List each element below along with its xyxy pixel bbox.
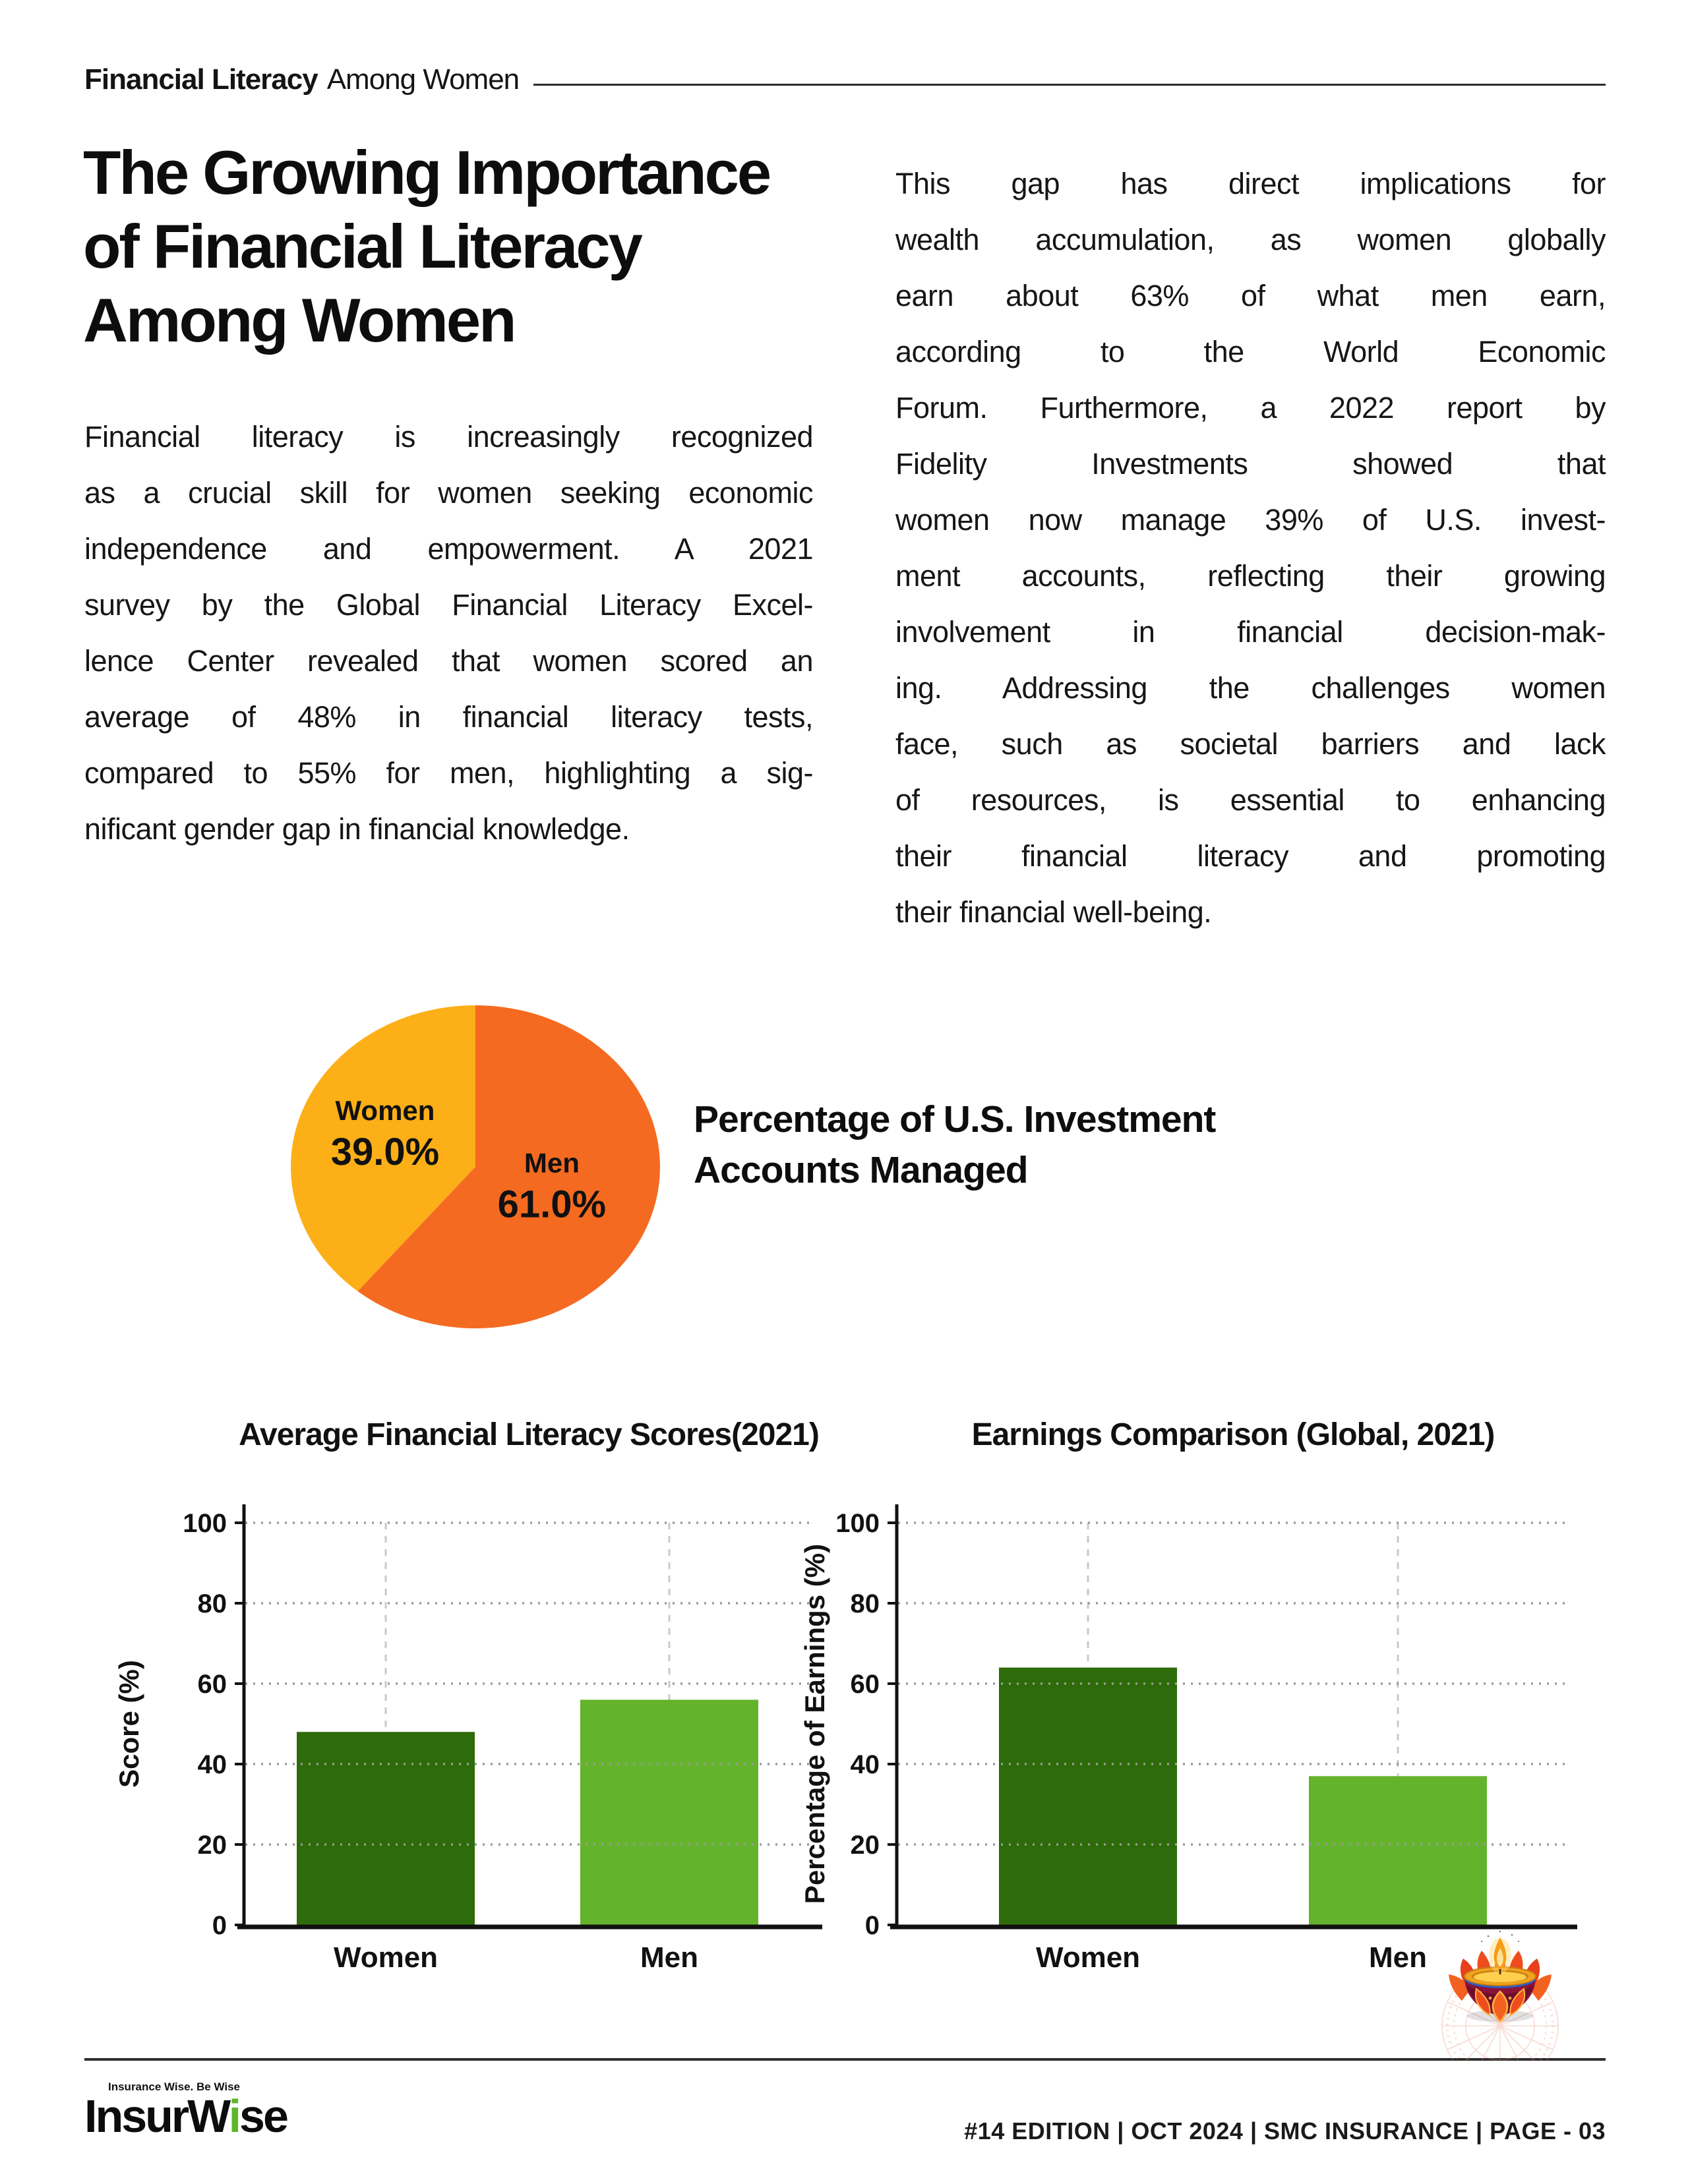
logo-wordmark: InsurWise <box>84 2090 289 2142</box>
pie-value-women: 39.0% <box>331 1131 439 1173</box>
y-tick-label: 20 <box>198 1831 227 1860</box>
footer-edition-info: #14 EDITION | OCT 2024 | SMC INSURANCE |… <box>964 2117 1606 2144</box>
y-tick-label: 40 <box>198 1750 227 1779</box>
y-axis-label: Percentage of Earnings (%) <box>801 1544 830 1904</box>
pie-chart-title: Percentage of U.S. Investment Accounts M… <box>694 1094 1386 1196</box>
text-line: Fidelity Investments showed that <box>895 447 1606 481</box>
text-line: wealth accumulation, as women globally <box>895 223 1606 256</box>
y-tick-label: 0 <box>865 1911 880 1940</box>
bar-women <box>999 1667 1177 1925</box>
y-tick-label: 80 <box>851 1589 880 1618</box>
x-category-label: Women <box>334 1941 438 1974</box>
bar-chart-literacy-scores: Average Financial Literacy Scores(2021) … <box>113 1417 822 1974</box>
logo-tagline: Insurance Wise. Be Wise <box>108 2081 240 2093</box>
title-line: of Financial Literacy <box>83 212 643 281</box>
text-line: nificant gender gap in financial knowled… <box>84 812 630 846</box>
bar-men <box>1309 1776 1487 1925</box>
text-line: This gap has direct implications for <box>895 167 1606 200</box>
insurwise-logo: Insurance Wise. Be Wise InsurWise <box>84 2081 361 2166</box>
header-title-regular: Among Women <box>326 63 520 96</box>
text-line: women now manage 39% of U.S. invest- <box>895 503 1606 537</box>
page-header: Financial Literacy Among Women <box>84 63 1606 96</box>
footer-rule <box>84 2058 1606 2061</box>
y-tick-label: 40 <box>851 1750 880 1779</box>
bar-men <box>580 1699 758 1925</box>
text-line: their financial literacy and promoting <box>895 839 1606 873</box>
flame <box>1480 1930 1520 1974</box>
x-category-label: Women <box>1036 1941 1140 1974</box>
chart-title: Average Financial Literacy Scores(2021) <box>239 1417 819 1452</box>
text-line: of resources, is essential to enhancing <box>895 783 1606 817</box>
y-tick-label: 0 <box>212 1911 227 1940</box>
pie-slice-women <box>291 1005 475 1291</box>
text-line: compared to 55% for men, highlighting a … <box>84 756 814 790</box>
x-category-label: Men <box>640 1941 698 1974</box>
article-column-left: Financial literacy is increasingly recog… <box>84 409 814 857</box>
text-line: Forum. Furthermore, a 2022 report by <box>895 391 1606 425</box>
sparkles <box>1480 1930 1520 1943</box>
text-line: according to the World Economic <box>895 335 1606 369</box>
article-column-right: This gap has direct implications for weal… <box>895 156 1606 940</box>
logo-text-green: i <box>228 2090 242 2142</box>
pie-label-men: Men <box>524 1148 580 1179</box>
pie-value-men: 61.0% <box>498 1183 606 1226</box>
y-tick-label: 80 <box>198 1589 227 1618</box>
article-title: The Growing Importance of Financial Lite… <box>83 136 901 357</box>
pie-title-line: Accounts Managed <box>694 1149 1029 1191</box>
diya-lamp-image <box>1441 1930 1559 2060</box>
bar-women <box>297 1732 475 1925</box>
pie-title-line: Percentage of U.S. Investment <box>694 1098 1216 1140</box>
title-line: The Growing Importance <box>83 138 771 207</box>
y-tick-label: 60 <box>198 1670 227 1699</box>
y-tick-label: 20 <box>851 1831 880 1860</box>
pie-chart-investment-accounts: Women 39.0% Men 61.0% <box>291 1005 661 1328</box>
chart-title: Earnings Comparison (Global, 2021) <box>972 1417 1495 1452</box>
text-line: earn about 63% of what men earn, <box>895 279 1606 312</box>
text-line: as a crucial skill for women seeking eco… <box>84 476 814 510</box>
text-line: ment accounts, reflecting their growing <box>895 559 1606 593</box>
text-line: their financial well-being. <box>895 895 1212 929</box>
logo-text-black: se <box>239 2090 289 2142</box>
x-category-label: Men <box>1369 1941 1427 1974</box>
y-tick-label: 60 <box>851 1670 880 1699</box>
text-line: Financial literacy is increasingly recog… <box>84 420 814 454</box>
text-line: survey by the Global Financial Literacy … <box>84 588 814 622</box>
bar-chart-earnings-comparison: Earnings Comparison (Global, 2021) Perce… <box>801 1417 1577 1974</box>
header-rule <box>533 83 1606 86</box>
header-title-bold: Financial Literacy <box>84 63 318 96</box>
pie-slice-men <box>357 1005 661 1328</box>
pie-label-women: Women <box>336 1095 435 1126</box>
logo-text-black: InsurW <box>84 2090 231 2142</box>
text-line: average of 48% in financial literacy tes… <box>84 700 814 734</box>
lotus-petal-front <box>1475 1988 1525 2023</box>
title-line: Among Women <box>83 285 517 355</box>
text-line: lence Center revealed that women scored … <box>84 644 814 678</box>
text-line: face, such as societal barriers and lack <box>895 727 1606 761</box>
text-line: independence and empowerment. A 2021 <box>84 532 814 566</box>
y-axis-label: Score (%) <box>113 1660 144 1788</box>
text-line: ing. Addressing the challenges women <box>895 671 1606 705</box>
text-line: involvement in financial decision-mak- <box>895 615 1606 649</box>
y-tick-label: 100 <box>183 1509 227 1538</box>
y-tick-label: 100 <box>835 1509 880 1538</box>
